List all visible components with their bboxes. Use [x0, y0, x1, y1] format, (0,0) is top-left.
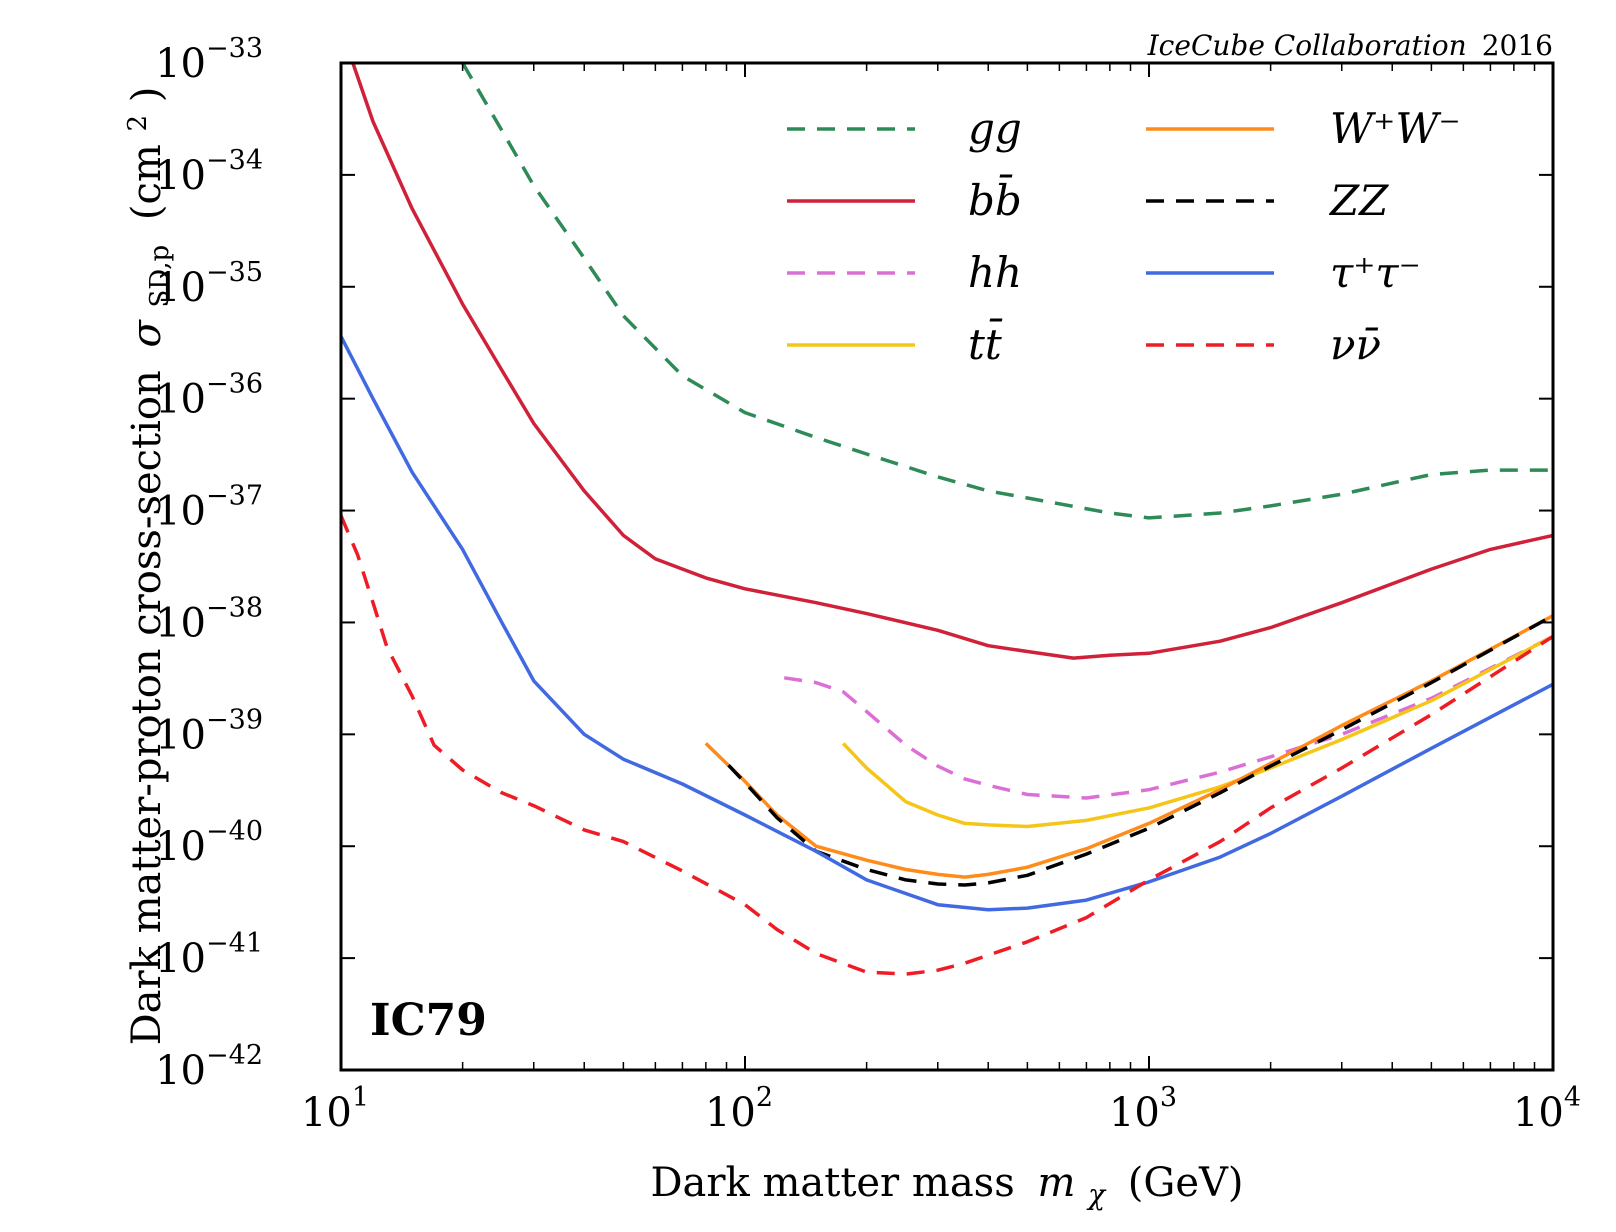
x-tick-label: 102 — [705, 1082, 773, 1136]
x-axis-label: Dark matter mass m χ (GeV) — [650, 1160, 1243, 1214]
y-axis-label-symbol: σ — [124, 319, 170, 348]
y-tick-label: 10−41 — [155, 928, 263, 982]
y-tick-label: 10−36 — [155, 369, 263, 423]
x-axis-label-text: Dark matter mass — [650, 1160, 1014, 1206]
tick-layer: 10−33 10−34 10−35 10−36 10−37 10−38 10−39 10−40… — [155, 33, 1581, 1136]
x-tick-label: 104 — [1513, 1082, 1581, 1136]
legend-label-nunu: νν̄ — [1330, 320, 1381, 369]
y-tick-label: 10−35 — [155, 257, 263, 311]
credit-collaboration: IceCube Collaboration — [1147, 29, 1467, 62]
badge-ic79: IC79 — [370, 995, 487, 1046]
y-axis-label-text: Dark matter-proton cross-section — [124, 370, 170, 1045]
series-line-tt — [841, 634, 1553, 829]
legend-label-ZZ: ZZ — [1328, 176, 1389, 225]
x-axis-label-symbol: m — [1037, 1160, 1075, 1206]
legend-label-WW: W⁺W⁻ — [1330, 104, 1461, 153]
y-tick-label: 10−42 — [155, 1040, 263, 1094]
y-axis-label-unit-close: ) — [124, 87, 170, 103]
series-line-tautau — [341, 335, 1553, 912]
y-axis-label-unit-sup: 2 — [123, 115, 153, 132]
legend-label-gg: gg — [968, 104, 1022, 153]
legend: gg bb̄ hh tt̄ W⁺W⁻ ZZ τ⁺τ⁻ νν̄ — [787, 104, 1461, 369]
series-line-gg — [461, 63, 1553, 520]
legend-label-hh: hh — [968, 248, 1022, 297]
y-axis-label-unit: (cm — [124, 144, 170, 220]
y-axis-label-subscript: SD,p — [145, 245, 175, 308]
x-axis-label-unit: (GeV) — [1128, 1160, 1244, 1206]
x-axis-label-subscript: χ — [1086, 1178, 1107, 1211]
x-tick-label: 101 — [301, 1082, 369, 1136]
plot-frame — [339, 61, 1555, 1072]
series-line-WW — [704, 614, 1553, 879]
series-layer — [341, 63, 1553, 976]
y-axis-label: Dark matter-proton cross-section σ SD,p … — [110, 87, 178, 1046]
y-tick-label: 10−34 — [155, 145, 263, 199]
y-tick-label: 10−37 — [155, 481, 263, 535]
y-tick-label: 10−39 — [155, 704, 263, 758]
x-tick-label: 103 — [1109, 1082, 1177, 1136]
legend-label-bb: bb̄ — [968, 173, 1022, 225]
y-tick-label: 10−38 — [155, 592, 263, 646]
credit: IceCube Collaboration 2016 — [1147, 29, 1553, 62]
y-tick-label: 10−33 — [155, 33, 263, 87]
series-line-bb — [351, 63, 1553, 660]
series-line-nunu — [341, 515, 1553, 976]
legend-label-tt: tt̄ — [968, 317, 1003, 369]
credit-year: 2016 — [1482, 29, 1553, 62]
y-tick-label: 10−40 — [155, 816, 263, 870]
legend-label-tautau: τ⁺τ⁻ — [1330, 248, 1421, 297]
series-line-hh — [783, 634, 1553, 800]
series-line-ZZ — [727, 614, 1553, 887]
